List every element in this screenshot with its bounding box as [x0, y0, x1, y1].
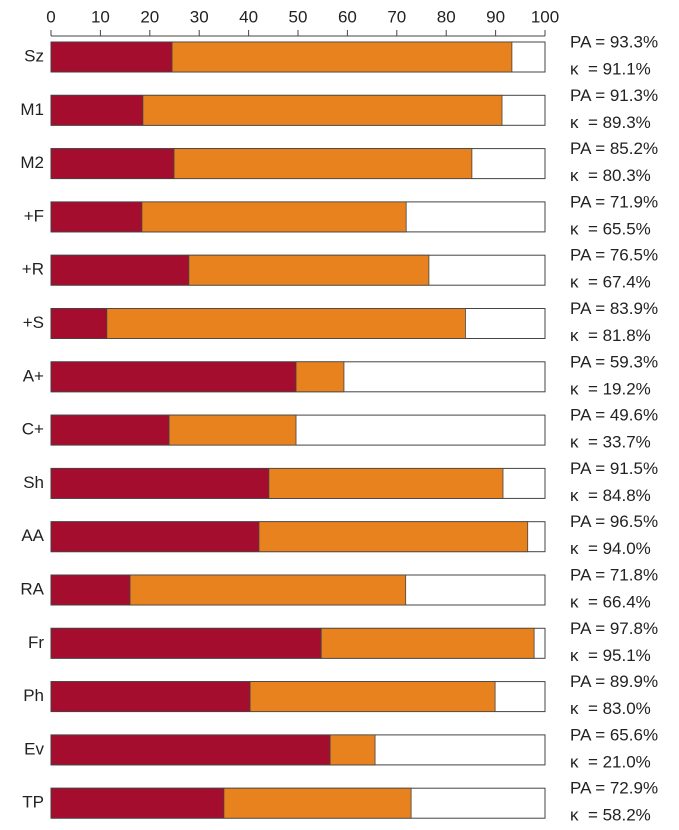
pa-label: PA = 65.6% — [570, 725, 658, 744]
kappa-label: κ = 67.4% — [570, 273, 651, 292]
kappa-label: κ = 81.8% — [570, 326, 651, 345]
y-tick-label: Sz — [24, 46, 44, 65]
y-tick-label: TP — [22, 793, 44, 812]
kappa-label: κ = 58.2% — [570, 806, 651, 825]
pa-label: PA = 71.8% — [570, 565, 658, 584]
bar-segment — [50, 681, 251, 712]
y-tick-label: Ev — [24, 739, 44, 758]
y-tick-label: M2 — [20, 153, 44, 172]
y-tick-label: Fr — [28, 633, 44, 652]
bar-segment — [295, 361, 345, 393]
y-tick-label: M1 — [20, 100, 44, 119]
pa-label: PA = 49.6% — [570, 406, 658, 425]
kappa-label: κ = 19.2% — [570, 379, 651, 398]
pa-label: PA = 91.3% — [570, 86, 658, 105]
x-tick-label: 90 — [486, 7, 505, 26]
kappa-label: κ = 94.0% — [570, 539, 651, 558]
bar-segment — [320, 627, 535, 659]
bar-segment — [50, 734, 331, 766]
kappa-label: κ = 21.0% — [570, 752, 651, 771]
y-tick-label: Ph — [23, 686, 44, 705]
bar-segment — [141, 201, 407, 233]
bar-segment — [106, 308, 466, 339]
bar-segment — [50, 521, 260, 553]
kappa-label: κ = 84.8% — [570, 486, 651, 505]
bar-segment — [50, 41, 173, 73]
x-tick-label: 70 — [387, 7, 406, 26]
kappa-label: κ = 83.0% — [570, 699, 651, 718]
x-tick-label: 60 — [338, 7, 357, 26]
kappa-label: κ = 91.1% — [570, 59, 651, 78]
x-tick-label: 30 — [190, 7, 209, 26]
pa-label: PA = 71.9% — [570, 192, 658, 211]
pa-label: PA = 91.5% — [570, 459, 658, 478]
y-tick-label: +R — [22, 260, 44, 279]
x-tick-label: 0 — [46, 7, 55, 26]
pa-label: PA = 85.2% — [570, 139, 658, 158]
kappa-label: κ = 65.5% — [570, 219, 651, 238]
pa-label: PA = 59.3% — [570, 352, 658, 371]
y-tick-label: +F — [24, 206, 44, 225]
bar-segment — [223, 787, 412, 819]
pa-label: PA = 97.8% — [570, 619, 658, 638]
bar-segment — [50, 94, 144, 126]
y-tick-label: +S — [23, 313, 44, 332]
bar-segment — [142, 94, 503, 126]
bar-segment — [171, 41, 513, 73]
bar-segment — [173, 148, 473, 180]
pa-label: PA = 83.9% — [570, 299, 658, 318]
bar-segment — [50, 414, 170, 446]
y-tick-label: AA — [21, 526, 44, 545]
bar-segment — [249, 681, 496, 712]
pa-label: PA = 89.9% — [570, 672, 658, 691]
bar-segment — [50, 308, 108, 339]
bar-segment — [50, 787, 225, 819]
bar-segment — [129, 574, 407, 606]
bar-segment — [50, 627, 322, 659]
y-tick-label: Sh — [23, 473, 44, 492]
kappa-label: κ = 66.4% — [570, 592, 651, 611]
bar-segment — [258, 521, 529, 553]
pa-label: PA = 96.5% — [570, 512, 658, 531]
x-tick-label: 40 — [239, 7, 258, 26]
y-tick-label: A+ — [23, 366, 44, 385]
pa-label: PA = 72.9% — [570, 779, 658, 798]
bar-segment — [50, 148, 175, 180]
pa-label: PA = 93.3% — [570, 32, 658, 51]
x-tick-label: 20 — [140, 7, 159, 26]
bar-segment — [329, 734, 376, 766]
x-tick-label: 80 — [437, 7, 456, 26]
bar-segment — [50, 574, 131, 606]
x-tick-label: 100 — [531, 7, 559, 26]
bar-segment — [168, 414, 297, 446]
kappa-label: κ = 89.3% — [570, 113, 651, 132]
kappa-label: κ = 33.7% — [570, 433, 651, 452]
bar-segment — [188, 254, 430, 286]
bar-segment — [50, 361, 297, 393]
y-tick-label: C+ — [22, 420, 44, 439]
x-tick-label: 10 — [91, 7, 110, 26]
kappa-label: κ = 95.1% — [570, 646, 651, 665]
y-tick-label: RA — [20, 579, 44, 598]
bar-segment — [50, 467, 270, 499]
kappa-label: κ = 80.3% — [570, 166, 651, 185]
bar-segment — [50, 254, 190, 286]
pa-label: PA = 76.5% — [570, 246, 658, 265]
bar-segment — [50, 201, 143, 233]
x-tick-label: 50 — [289, 7, 308, 26]
bar-segment — [268, 467, 504, 499]
